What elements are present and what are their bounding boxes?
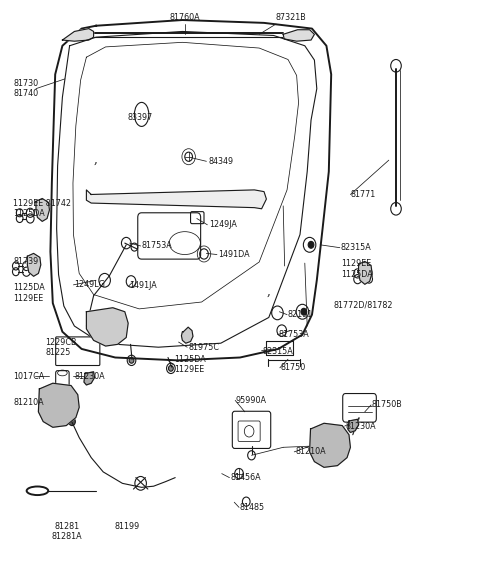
- Text: 1129EE 81742
1125DA: 1129EE 81742 1125DA: [13, 199, 72, 219]
- Polygon shape: [181, 327, 193, 343]
- Circle shape: [168, 366, 173, 371]
- Text: ,: ,: [94, 153, 97, 166]
- Text: 81772D/81782: 81772D/81782: [334, 300, 393, 309]
- Text: 1017CA: 1017CA: [13, 372, 45, 381]
- Polygon shape: [283, 30, 314, 41]
- Text: 81230A: 81230A: [74, 372, 105, 381]
- Text: 81760A: 81760A: [169, 13, 200, 22]
- Polygon shape: [38, 383, 79, 427]
- Text: 1129EE
1125DA: 1129EE 1125DA: [341, 259, 372, 279]
- Text: 81210A: 81210A: [13, 398, 44, 407]
- Polygon shape: [27, 253, 41, 276]
- Text: 1249LG: 1249LG: [74, 280, 105, 289]
- Text: ,: ,: [266, 285, 270, 297]
- Text: 83397: 83397: [127, 113, 153, 122]
- Text: 81210A: 81210A: [295, 447, 326, 456]
- Polygon shape: [84, 372, 95, 385]
- Text: 81771: 81771: [350, 190, 376, 199]
- Text: 1229CB
81225: 1229CB 81225: [46, 337, 77, 357]
- Text: 81281
81281A: 81281 81281A: [52, 522, 83, 541]
- Circle shape: [301, 308, 307, 315]
- Text: 81750: 81750: [281, 363, 306, 372]
- Text: 1491JA: 1491JA: [130, 281, 157, 291]
- Text: 84349: 84349: [209, 157, 234, 166]
- Text: 81753A: 81753A: [142, 241, 172, 251]
- Polygon shape: [86, 308, 128, 346]
- Polygon shape: [62, 29, 94, 41]
- Circle shape: [129, 358, 134, 363]
- Circle shape: [308, 241, 314, 248]
- Text: 81485: 81485: [240, 503, 265, 512]
- Text: 1491DA: 1491DA: [218, 250, 250, 259]
- Polygon shape: [359, 261, 372, 284]
- Text: 81199: 81199: [115, 522, 140, 531]
- Text: 1125DA
1129EE: 1125DA 1129EE: [174, 355, 205, 374]
- Circle shape: [69, 418, 75, 426]
- Text: 1249JA: 1249JA: [209, 220, 237, 229]
- Text: 81230A: 81230A: [346, 422, 376, 431]
- Text: 81456A: 81456A: [230, 473, 261, 482]
- Text: 82315A: 82315A: [341, 243, 372, 252]
- Polygon shape: [86, 190, 266, 209]
- Text: 81739: 81739: [13, 257, 39, 267]
- Text: 81753A: 81753A: [278, 330, 309, 339]
- Polygon shape: [36, 198, 49, 221]
- Text: 81750B: 81750B: [372, 400, 403, 410]
- Polygon shape: [310, 423, 350, 467]
- Text: 1125DA
1129EE: 1125DA 1129EE: [13, 283, 45, 303]
- Text: 81730
81740: 81730 81740: [13, 79, 38, 98]
- Polygon shape: [50, 20, 331, 360]
- Polygon shape: [348, 419, 359, 432]
- Text: 81975C: 81975C: [189, 343, 220, 352]
- Text: 87321B: 87321B: [276, 13, 307, 22]
- Text: 95990A: 95990A: [235, 396, 266, 405]
- Text: 82315A: 82315A: [263, 347, 293, 356]
- Text: 82191: 82191: [288, 310, 313, 319]
